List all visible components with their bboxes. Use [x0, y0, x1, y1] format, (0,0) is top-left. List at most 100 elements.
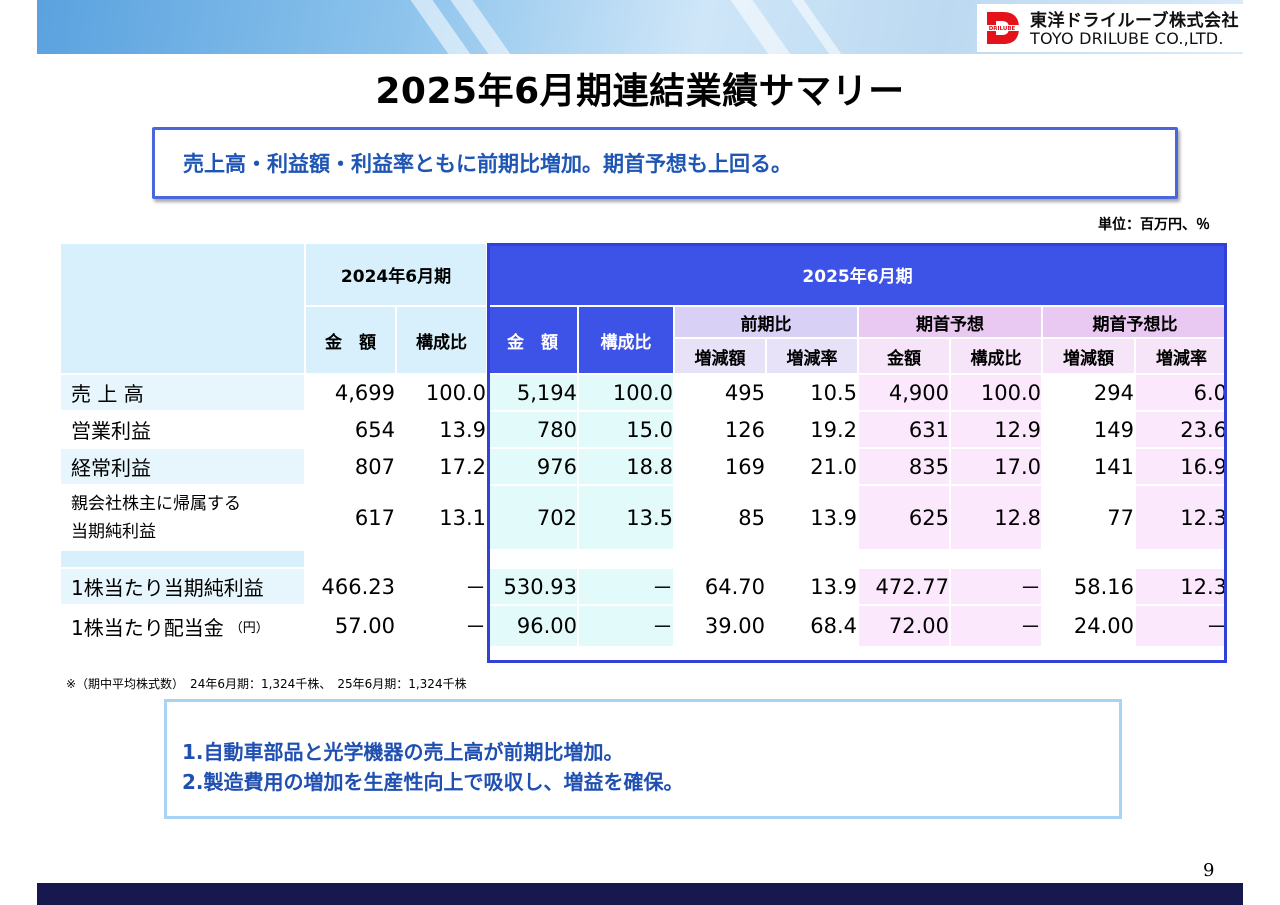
table-cell: －: [396, 568, 487, 605]
table-cell: 23.6: [1135, 411, 1228, 448]
table-cell: －: [950, 605, 1042, 647]
table-cell: 13.9: [766, 485, 858, 550]
header-forecast: 期首予想: [858, 306, 1042, 338]
table-cell: 15.0: [578, 411, 674, 448]
company-logo-mark: DRILUBE: [983, 12, 1021, 44]
header-yoy-change-rate: 増減率: [766, 338, 858, 374]
row-label: 営業利益: [60, 411, 305, 448]
table-cell: 18.8: [578, 448, 674, 485]
table-cell: 631: [858, 411, 950, 448]
banner-streak: [727, 0, 805, 54]
row-label: 売 上 高: [60, 374, 305, 411]
table-cell: 466.23: [305, 568, 396, 605]
table-cell: 16.9: [1135, 448, 1228, 485]
results-table: 2024年6月期 2025年6月期 金 額 構成比 金 額 構成比 前期比 期首…: [60, 243, 1228, 663]
table-cell: 12.9: [950, 411, 1042, 448]
header-prev-period: 2024年6月期: [305, 243, 487, 306]
table-cell: －: [396, 605, 487, 647]
table-cell: 702: [487, 485, 578, 550]
row-label: 親会社株主に帰属する 当期純利益: [60, 485, 305, 550]
company-name-en: TOYO DRILUBE CO.,LTD.: [1030, 29, 1224, 48]
table-cell: －: [950, 568, 1042, 605]
table-cell: 17.0: [950, 448, 1042, 485]
table-cell: 13.1: [396, 485, 487, 550]
banner-streak: [786, 0, 858, 54]
row-label-line: 親会社株主に帰属する: [71, 493, 241, 514]
table-cell: 4,699: [305, 374, 396, 411]
table-cell: 24.00: [1042, 605, 1135, 647]
table-cell: 495: [674, 374, 766, 411]
footer-bar: [37, 883, 1243, 905]
table-cell: 12.3: [1135, 485, 1228, 550]
highlight-item: 2.製造費用の増加を生産性向上で吸収し、増益を確保。: [182, 770, 684, 794]
table-cell: 77: [1042, 485, 1135, 550]
header-corner: [60, 243, 305, 374]
table-cell: 13.9: [766, 568, 858, 605]
table-cell: 12.3: [1135, 568, 1228, 605]
table-cell: 617: [305, 485, 396, 550]
header-forecast-amount: 金額: [858, 338, 950, 374]
row-label: 1株当たり当期純利益: [60, 568, 305, 605]
company-name-jp: 東洋ドライルーブ株式会社: [1030, 11, 1239, 31]
table-cell: 58.16: [1042, 568, 1135, 605]
table-cell: 13.5: [578, 485, 674, 550]
header-curr-amount: 金 額: [487, 306, 578, 374]
table-cell: 57.00: [305, 605, 396, 647]
table-cell: 835: [858, 448, 950, 485]
header-yoy-change-amount: 増減額: [674, 338, 766, 374]
table-cell: 96.00: [487, 605, 578, 647]
table-cell: 780: [487, 411, 578, 448]
header-prev-ratio: 構成比: [396, 306, 487, 374]
header-curr-period: 2025年6月期: [487, 243, 1228, 306]
table-cell: 807: [305, 448, 396, 485]
table-cell: 100.0: [396, 374, 487, 411]
table-cell: 19.2: [766, 411, 858, 448]
table-cell: 5,194: [487, 374, 578, 411]
table-cell: 625: [858, 485, 950, 550]
header-prev-amount: 金 額: [305, 306, 396, 374]
table-cell: 10.5: [766, 374, 858, 411]
table-cell: 169: [674, 448, 766, 485]
page-title: 2025年6月期連結業績サマリー: [375, 71, 905, 112]
table-cell: 126: [674, 411, 766, 448]
table-cell: 72.00: [858, 605, 950, 647]
table-cell: 12.8: [950, 485, 1042, 550]
row-label-line: 当期純利益: [71, 521, 156, 542]
header-vs-forecast-change-amount: 増減額: [1042, 338, 1135, 374]
table-cell: 100.0: [950, 374, 1042, 411]
table-cell: 68.4: [766, 605, 858, 647]
table-spacer: [305, 550, 1228, 568]
logo-mark-text: DRILUBE: [989, 26, 1016, 32]
table-cell: －: [578, 568, 674, 605]
summary-text: 売上高・利益額・利益率ともに前期比増加。期首予想も上回る。: [183, 152, 792, 176]
table-cell: 64.70: [674, 568, 766, 605]
table-cell: 294: [1042, 374, 1135, 411]
company-logo-area: [977, 4, 1243, 52]
header-vs-forecast-change-rate: 増減率: [1135, 338, 1228, 374]
table-cell: 149: [1042, 411, 1135, 448]
table-cell: －: [578, 605, 674, 647]
header-forecast-ratio: 構成比: [950, 338, 1042, 374]
table-cell: 21.0: [766, 448, 858, 485]
header-vs-forecast: 期首予想比: [1042, 306, 1228, 338]
table-cell: 17.2: [396, 448, 487, 485]
highlight-item: 1.自動車部品と光学機器の売上高が前期比増加。: [182, 740, 624, 764]
table-cell: 39.00: [674, 605, 766, 647]
table-cell: －: [1135, 605, 1228, 647]
table-cell: 472.77: [858, 568, 950, 605]
footnote: ※（期中平均株式数） 24年6月期：1,324千株、 25年6月期：1,324千…: [66, 677, 467, 691]
row-label-text: 1株当たり配当金: [71, 615, 224, 640]
table-cell: 100.0: [578, 374, 674, 411]
page-number: 9: [1203, 860, 1215, 881]
unit-label: 単位：百万円、％: [1098, 217, 1210, 233]
table-cell: 530.93: [487, 568, 578, 605]
summary-box: 売上高・利益額・利益率ともに前期比増加。期首予想も上回る。: [152, 127, 1178, 199]
header-curr-ratio: 構成比: [578, 306, 674, 374]
table-cell: 13.9: [396, 411, 487, 448]
table-spacer: [60, 550, 305, 568]
table-cell: 654: [305, 411, 396, 448]
header-yoy: 前期比: [674, 306, 858, 338]
table-cell: 4,900: [858, 374, 950, 411]
row-label: 経常利益: [60, 448, 305, 485]
table-cell: 6.0: [1135, 374, 1228, 411]
